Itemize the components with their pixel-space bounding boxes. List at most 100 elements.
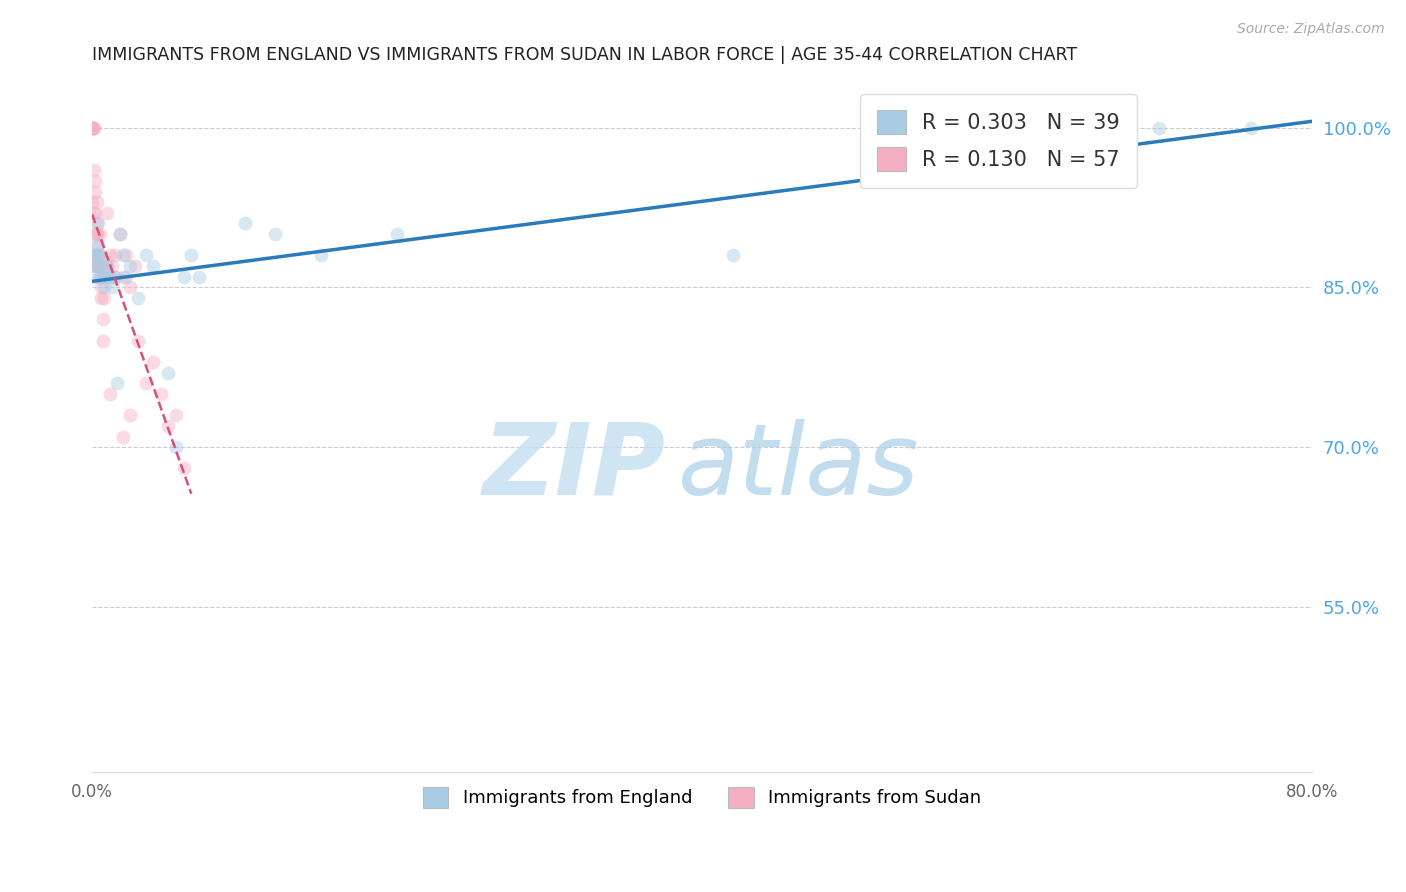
Immigrants from England	[83, 259, 105, 273]
Immigrants from England	[94, 269, 117, 284]
Immigrants from England	[93, 280, 115, 294]
Immigrants from Sudan	[86, 227, 108, 241]
Text: IMMIGRANTS FROM ENGLAND VS IMMIGRANTS FROM SUDAN IN LABOR FORCE | AGE 35-44 CORR: IMMIGRANTS FROM ENGLAND VS IMMIGRANTS FR…	[93, 46, 1077, 64]
Immigrants from England	[84, 269, 107, 284]
Immigrants from England	[187, 269, 209, 284]
Immigrants from England	[108, 227, 131, 241]
Immigrants from England	[995, 120, 1018, 135]
Immigrants from England	[173, 269, 195, 284]
Immigrants from Sudan	[120, 408, 142, 422]
Immigrants from England	[86, 237, 108, 252]
Immigrants from Sudan	[157, 418, 180, 433]
Immigrants from Sudan	[84, 206, 107, 220]
Immigrants from Sudan	[100, 387, 122, 401]
Immigrants from Sudan	[96, 259, 118, 273]
Immigrants from Sudan	[135, 376, 157, 391]
Immigrants from Sudan	[82, 120, 104, 135]
Immigrants from Sudan	[84, 185, 107, 199]
Immigrants from England	[385, 227, 408, 241]
Immigrants from Sudan	[124, 259, 146, 273]
Immigrants from Sudan	[86, 227, 108, 241]
Immigrants from England	[84, 248, 107, 262]
Immigrants from England	[87, 248, 110, 262]
Immigrants from Sudan	[89, 227, 111, 241]
Immigrants from Sudan	[89, 248, 111, 262]
Immigrants from Sudan	[94, 259, 117, 273]
Immigrants from England	[111, 248, 134, 262]
Immigrants from Sudan	[96, 206, 118, 220]
Immigrants from England	[120, 259, 142, 273]
Immigrants from England	[83, 248, 105, 262]
Immigrants from England	[87, 259, 110, 273]
Immigrants from Sudan	[86, 195, 108, 210]
Immigrants from England	[309, 248, 332, 262]
Immigrants from England	[1240, 120, 1263, 135]
Immigrants from Sudan	[111, 269, 134, 284]
Immigrants from Sudan	[104, 269, 127, 284]
Immigrants from Sudan	[93, 269, 115, 284]
Text: atlas: atlas	[678, 419, 920, 516]
Immigrants from Sudan	[114, 248, 136, 262]
Immigrants from Sudan	[173, 461, 195, 475]
Immigrants from Sudan	[82, 120, 104, 135]
Immigrants from England	[721, 248, 744, 262]
Immigrants from England	[86, 217, 108, 231]
Immigrants from Sudan	[127, 334, 149, 348]
Immigrants from Sudan	[120, 280, 142, 294]
Immigrants from England	[165, 440, 187, 454]
Immigrants from England	[127, 291, 149, 305]
Immigrants from Sudan	[82, 248, 104, 262]
Text: ZIP: ZIP	[482, 419, 665, 516]
Immigrants from England	[105, 376, 128, 391]
Immigrants from Sudan	[82, 120, 104, 135]
Immigrants from Sudan	[86, 259, 108, 273]
Immigrants from Sudan	[83, 206, 105, 220]
Immigrants from Sudan	[90, 280, 112, 294]
Immigrants from England	[100, 269, 122, 284]
Immigrants from Sudan	[149, 387, 172, 401]
Immigrants from England	[135, 248, 157, 262]
Immigrants from England	[89, 248, 111, 262]
Immigrants from Sudan	[83, 248, 105, 262]
Legend: Immigrants from England, Immigrants from Sudan: Immigrants from England, Immigrants from…	[416, 780, 988, 815]
Immigrants from England	[96, 259, 118, 273]
Immigrants from Sudan	[111, 429, 134, 443]
Immigrants from Sudan	[101, 259, 124, 273]
Immigrants from England	[264, 227, 287, 241]
Immigrants from Sudan	[82, 195, 104, 210]
Immigrants from Sudan	[90, 291, 112, 305]
Immigrants from Sudan	[87, 248, 110, 262]
Immigrants from Sudan	[87, 237, 110, 252]
Immigrants from Sudan	[90, 259, 112, 273]
Immigrants from England	[180, 248, 202, 262]
Immigrants from Sudan	[91, 312, 114, 326]
Immigrants from Sudan	[83, 163, 105, 178]
Immigrants from England	[101, 280, 124, 294]
Immigrants from England	[142, 259, 165, 273]
Immigrants from England	[89, 269, 111, 284]
Immigrants from Sudan	[84, 174, 107, 188]
Immigrants from Sudan	[83, 120, 105, 135]
Immigrants from England	[104, 269, 127, 284]
Immigrants from England	[233, 217, 256, 231]
Immigrants from Sudan	[104, 248, 127, 262]
Immigrants from Sudan	[87, 217, 110, 231]
Immigrants from Sudan	[84, 227, 107, 241]
Immigrants from Sudan	[142, 355, 165, 369]
Immigrants from England	[114, 269, 136, 284]
Immigrants from England	[91, 269, 114, 284]
Immigrants from Sudan	[86, 259, 108, 273]
Text: Source: ZipAtlas.com: Source: ZipAtlas.com	[1237, 22, 1385, 37]
Immigrants from Sudan	[87, 259, 110, 273]
Immigrants from Sudan	[89, 269, 111, 284]
Immigrants from England	[157, 366, 180, 380]
Immigrants from Sudan	[100, 248, 122, 262]
Immigrants from England	[1149, 120, 1171, 135]
Immigrants from Sudan	[83, 120, 105, 135]
Immigrants from Sudan	[91, 334, 114, 348]
Immigrants from Sudan	[93, 291, 115, 305]
Immigrants from Sudan	[165, 408, 187, 422]
Immigrants from Sudan	[82, 120, 104, 135]
Immigrants from Sudan	[84, 248, 107, 262]
Immigrants from England	[90, 259, 112, 273]
